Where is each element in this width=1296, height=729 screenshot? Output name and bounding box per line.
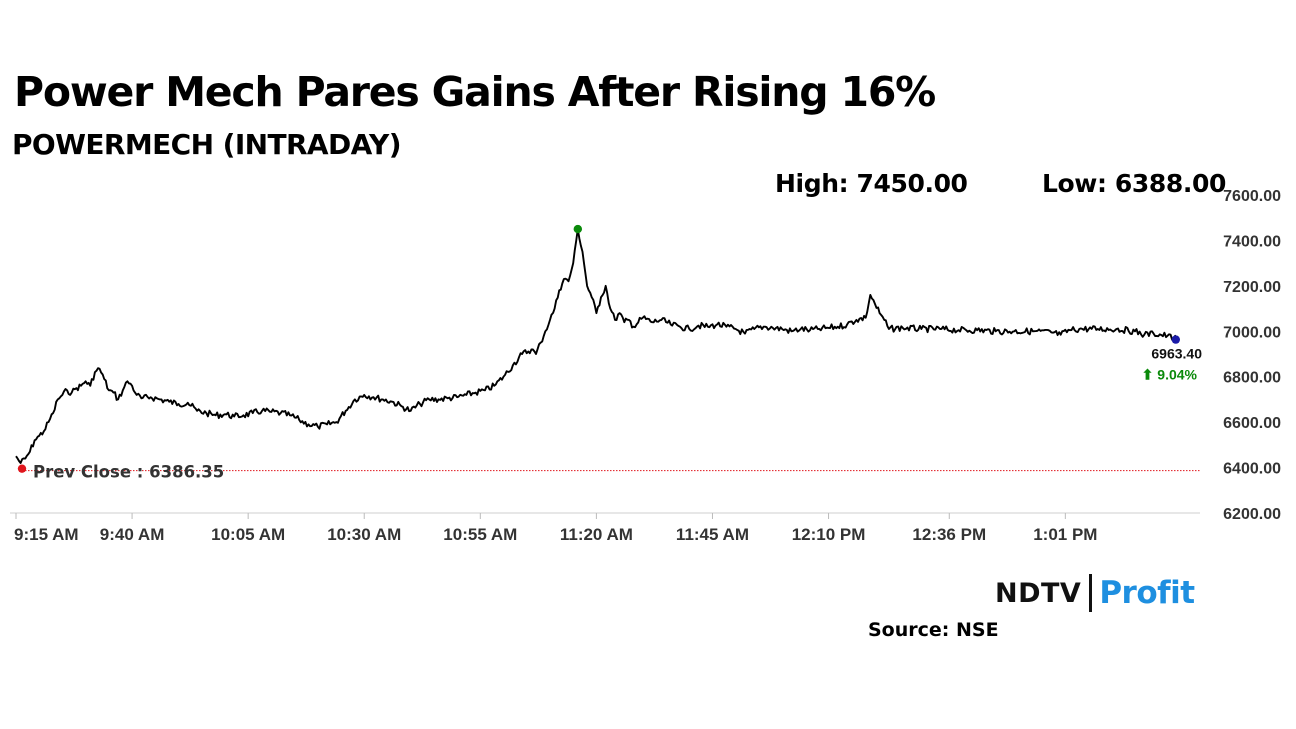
logo-profit-wordmark: Profit <box>1099 575 1195 611</box>
logo-divider <box>1089 574 1093 612</box>
y-tick-label: 6800.00 <box>1223 370 1281 387</box>
x-tick-label: 10:55 AM <box>443 525 517 544</box>
x-tick-label: 1:01 PM <box>1033 525 1097 544</box>
y-tick-label: 7400.00 <box>1223 233 1281 250</box>
x-tick-label: 9:40 AM <box>100 525 165 544</box>
y-tick-label: 7200.00 <box>1223 279 1281 296</box>
prev-close-label: Prev Close : 6386.35 <box>33 463 224 482</box>
x-tick-label: 10:05 AM <box>211 525 285 544</box>
change-percent-label: ⬆ 9.04% <box>1142 367 1198 383</box>
y-tick-label: 7000.00 <box>1223 324 1281 341</box>
y-tick-label: 6600.00 <box>1223 415 1281 432</box>
y-tick-label: 7600.00 <box>1223 188 1281 205</box>
x-axis-ticks: 9:15 AM 9:40 AM 10:05 AM 10:30 AM 10:55 AM 11… <box>14 513 1097 544</box>
intraday-line-chart: 7600.00 7400.00 7200.00 7000.00 6800.00 6600.… <box>10 188 1281 544</box>
last-price-label: 6963.40 <box>1151 346 1202 362</box>
x-tick-label: 11:45 AM <box>676 525 749 544</box>
prev-close-marker <box>17 464 27 473</box>
ndtv-profit-logo: NDTV Profit <box>995 573 1195 613</box>
price-series-line <box>15 228 1178 464</box>
x-tick-label: 12:10 PM <box>792 525 866 544</box>
x-tick-label: 9:15 AM <box>14 525 79 544</box>
day-low-stat: Low: 6388.00 <box>1042 169 1226 198</box>
y-tick-label: 6200.00 <box>1223 506 1281 523</box>
logo-ndtv-wordmark: NDTV <box>995 577 1082 609</box>
y-tick-label: 6400.00 <box>1223 461 1281 478</box>
x-tick-label: 12:36 PM <box>912 525 986 544</box>
chart-subtitle: POWERMECH (INTRADAY) <box>12 128 402 161</box>
high-marker <box>573 224 583 234</box>
source-note: Source: NSE <box>868 619 999 641</box>
x-tick-label: 10:30 AM <box>327 525 401 544</box>
last-price-marker <box>1171 335 1180 344</box>
headline: Power Mech Pares Gains After Rising 16% <box>14 68 936 116</box>
day-high-stat: High: 7450.00 <box>775 169 968 198</box>
y-axis-labels: 7600.00 7400.00 7200.00 7000.00 6800.00 6600.… <box>1223 188 1281 523</box>
x-tick-label: 11:20 AM <box>560 525 633 544</box>
